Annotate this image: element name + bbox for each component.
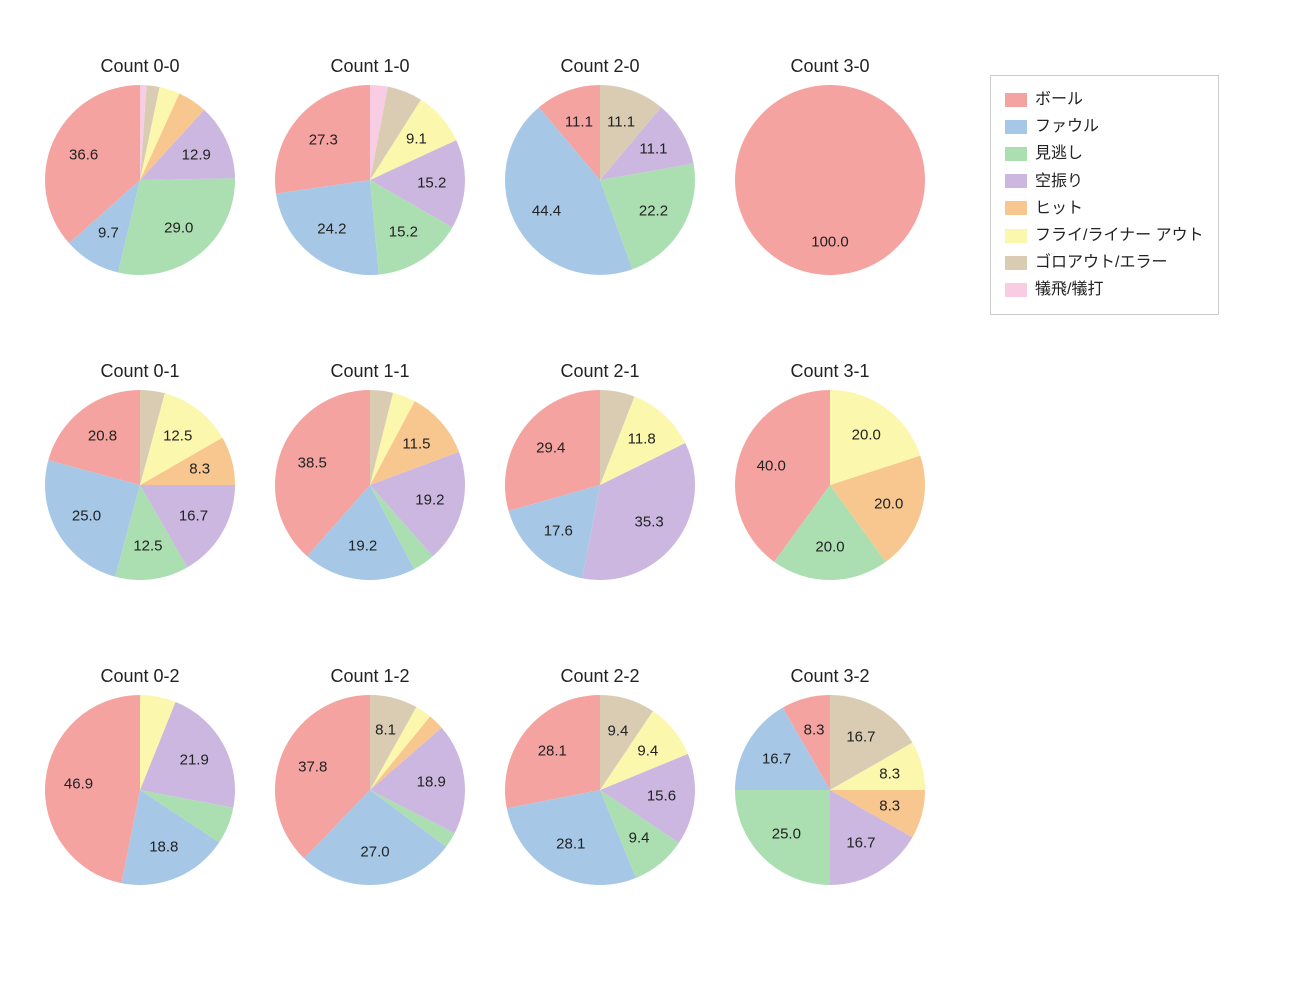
slice-label: 21.9 (180, 752, 209, 769)
slice-label: 16.7 (762, 751, 791, 768)
slice-label: 27.0 (360, 843, 389, 860)
legend-label: 空振り (1035, 168, 1083, 195)
slice-label: 9.4 (608, 722, 629, 739)
slice-label: 9.1 (406, 131, 427, 148)
legend-item: ファウル (1005, 113, 1204, 140)
slice-label: 20.0 (874, 496, 903, 513)
slice-label: 9.4 (637, 742, 658, 759)
pie-title: Count 2-1 (560, 361, 639, 382)
slice-label: 37.8 (298, 758, 327, 775)
slice-label: 15.2 (389, 223, 418, 240)
legend-swatch (1005, 201, 1027, 215)
pie-title: Count 0-0 (100, 56, 179, 77)
slice-label: 20.8 (88, 427, 117, 444)
legend-item: ボール (1005, 86, 1204, 113)
pie-title: Count 3-0 (790, 56, 869, 77)
pie-title: Count 1-0 (330, 56, 409, 77)
slice-label: 100.0 (811, 233, 849, 250)
legend: ボールファウル見逃し空振りヒットフライ/ライナー アウトゴロアウト/エラー犠飛/… (990, 75, 1219, 315)
slice-label: 8.3 (879, 797, 900, 814)
chart-grid: Count 0-0 36.6 9.7 29.0 12.9 Count 1-0 27.3 24.… (0, 0, 1300, 1000)
slice-label: 28.1 (556, 836, 585, 853)
slice-label: 16.7 (846, 728, 875, 745)
legend-swatch (1005, 120, 1027, 134)
slice-label: 19.2 (415, 491, 444, 508)
slice-label: 44.4 (532, 202, 561, 219)
legend-swatch (1005, 256, 1027, 270)
legend-label: ボール (1035, 86, 1083, 113)
legend-swatch (1005, 229, 1027, 243)
legend-label: ゴロアウト/エラー (1035, 249, 1167, 276)
slice-label: 18.9 (417, 774, 446, 791)
slice-label: 17.6 (544, 522, 573, 539)
slice-label: 8.3 (879, 766, 900, 783)
pie-title: Count 2-2 (560, 666, 639, 687)
slice-label: 16.7 (179, 507, 208, 524)
legend-swatch (1005, 283, 1027, 297)
legend-swatch (1005, 147, 1027, 161)
slice-label: 8.3 (804, 722, 825, 739)
legend-item: 犠飛/犠打 (1005, 276, 1204, 303)
slice-label: 36.6 (69, 146, 98, 163)
slice-label: 25.0 (72, 507, 101, 524)
legend-label: ファウル (1035, 113, 1099, 140)
legend-label: フライ/ライナー アウト (1035, 222, 1204, 249)
slice-label: 11.1 (607, 113, 635, 130)
pie-title: Count 2-0 (560, 56, 639, 77)
slice-label: 12.5 (163, 428, 192, 445)
slice-label: 40.0 (757, 457, 786, 474)
legend-item: ゴロアウト/エラー (1005, 249, 1204, 276)
legend-swatch (1005, 174, 1027, 188)
pie-title: Count 3-1 (790, 361, 869, 382)
slice-label: 8.1 (375, 722, 396, 739)
slice-label: 20.0 (815, 538, 844, 555)
slice-label: 15.6 (647, 788, 676, 805)
slice-label: 11.1 (639, 141, 667, 158)
pie-title: Count 0-2 (100, 666, 179, 687)
pie-title: Count 1-2 (330, 666, 409, 687)
pie-chart (45, 85, 235, 275)
legend-item: ヒット (1005, 195, 1204, 222)
legend-item: フライ/ライナー アウト (1005, 222, 1204, 249)
slice-label: 19.2 (348, 538, 377, 555)
pie-chart (735, 695, 925, 885)
slice-label: 46.9 (64, 775, 93, 792)
slice-label: 11.5 (402, 436, 430, 453)
slice-label: 8.3 (189, 461, 210, 478)
slice-label: 20.0 (852, 427, 881, 444)
slice-label: 29.4 (536, 439, 565, 456)
slice-label: 11.1 (565, 113, 593, 130)
slice-label: 28.1 (538, 742, 567, 759)
slice-label: 11.8 (628, 431, 656, 448)
legend-label: ヒット (1035, 195, 1083, 222)
slice-label: 35.3 (635, 514, 664, 531)
slice-label: 24.2 (317, 220, 346, 237)
slice-label: 25.0 (772, 825, 801, 842)
slice-label: 9.4 (629, 829, 650, 846)
legend-label: 犠飛/犠打 (1035, 276, 1103, 303)
slice-label: 38.5 (298, 455, 327, 472)
pie-title: Count 3-2 (790, 666, 869, 687)
slice-label: 18.8 (149, 838, 178, 855)
legend-swatch (1005, 93, 1027, 107)
legend-item: 見逃し (1005, 140, 1204, 167)
pie-title: Count 1-1 (330, 361, 409, 382)
slice-label: 16.7 (846, 835, 875, 852)
slice-label: 29.0 (164, 220, 193, 237)
slice-label: 15.2 (417, 174, 446, 191)
slice-label: 22.2 (639, 202, 668, 219)
legend-label: 見逃し (1035, 140, 1083, 167)
pie-chart (505, 85, 695, 275)
slice-label: 27.3 (309, 131, 338, 148)
slice-label: 9.7 (98, 225, 119, 242)
slice-label: 12.5 (133, 538, 162, 555)
slice-label: 12.9 (182, 146, 211, 163)
pie-title: Count 0-1 (100, 361, 179, 382)
pie-chart (505, 390, 695, 580)
legend-item: 空振り (1005, 168, 1204, 195)
